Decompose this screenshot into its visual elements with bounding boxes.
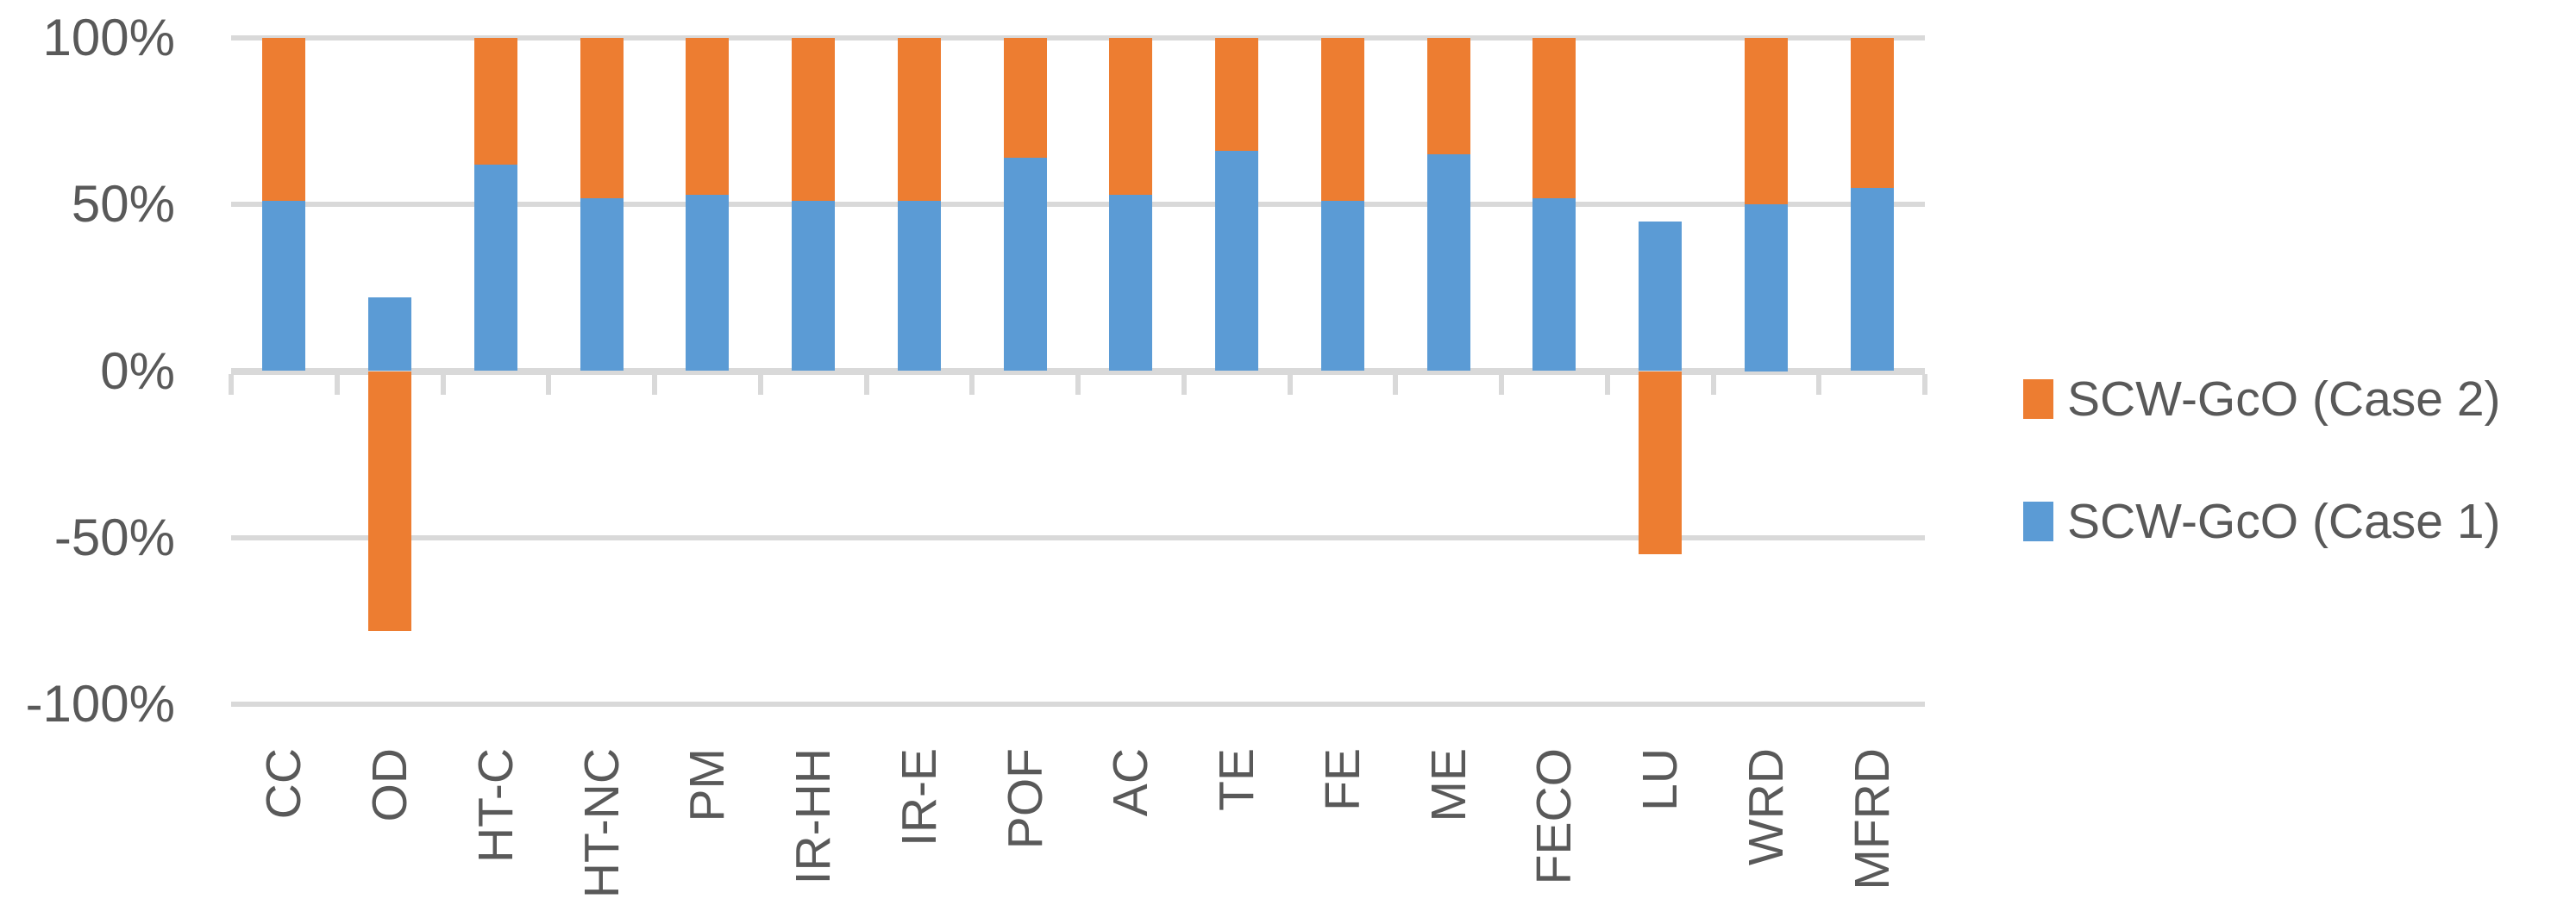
bar-segment-case1-CC	[262, 201, 306, 371]
bar-segment-case1-OD	[368, 297, 412, 371]
x-axis-tick	[863, 374, 869, 395]
bar-segment-case1-IR-E	[897, 201, 941, 371]
x-axis-tick	[1604, 374, 1610, 395]
x-axis-tick	[757, 374, 763, 395]
y-gridline	[231, 35, 1925, 41]
x-axis-category-label-HT-NC: HT-NC	[573, 748, 630, 899]
x-axis-tick	[229, 374, 234, 395]
bar-segment-case2-TE	[1215, 38, 1259, 152]
x-axis-category-label-CC: CC	[256, 748, 312, 820]
bar-segment-case1-ME	[1426, 154, 1470, 371]
bar-segment-case2-FE	[1320, 38, 1364, 202]
bar-segment-case1-MFRD	[1850, 187, 1894, 371]
x-axis-category-label-TE: TE	[1209, 748, 1265, 811]
legend-entry-case2: SCW-GcO (Case 2)	[2023, 371, 2501, 427]
x-axis-tick	[334, 374, 340, 395]
bar-segment-case1-FE	[1320, 201, 1364, 371]
y-axis-tick-label: -50%	[53, 508, 175, 566]
bar-segment-case2-LU	[1639, 371, 1683, 555]
x-axis-tick	[1499, 374, 1504, 395]
x-axis-category-label-MFRD: MFRD	[1844, 748, 1900, 890]
x-axis-tick	[546, 374, 552, 395]
x-axis-tick	[440, 374, 446, 395]
bar-segment-case2-CC	[262, 38, 306, 202]
bar-segment-case1-LU	[1639, 221, 1683, 371]
x-axis-tick	[969, 374, 975, 395]
x-axis-category-label-IR-HH: IR-HH	[786, 748, 842, 885]
bar-segment-case2-HT-C	[473, 38, 517, 165]
x-axis-tick	[652, 374, 657, 395]
bar-segment-case2-AC	[1109, 38, 1153, 195]
legend-swatch-icon	[2023, 502, 2053, 541]
y-axis-tick-label: 0%	[100, 341, 175, 400]
bar-segment-case2-POF	[1003, 38, 1047, 159]
bar-segment-case1-WRD	[1744, 204, 1788, 371]
legend-entry-case1: SCW-GcO (Case 1)	[2023, 494, 2501, 549]
x-axis-category-label-FE: FE	[1314, 748, 1370, 811]
x-axis-category-label-WRD: WRD	[1738, 748, 1794, 866]
bar-segment-case2-IR-HH	[792, 38, 836, 202]
bar-segment-case1-HT-C	[473, 164, 517, 371]
x-axis-tick	[1181, 374, 1187, 395]
x-axis-tick	[1287, 374, 1293, 395]
bar-segment-case2-WRD	[1744, 38, 1788, 205]
y-gridline	[231, 534, 1925, 540]
x-axis-tick	[1710, 374, 1716, 395]
bar-segment-case1-POF	[1003, 158, 1047, 371]
bar-segment-case2-FECO	[1532, 38, 1576, 198]
bar-segment-case1-AC	[1109, 194, 1153, 371]
x-axis-tick	[1816, 374, 1822, 395]
legend-swatch-icon	[2023, 379, 2053, 419]
legend-item-label: SCW-GcO (Case 2)	[2067, 371, 2501, 427]
x-axis-category-label-FECO: FECO	[1526, 748, 1583, 885]
x-axis-line	[231, 367, 1925, 375]
bar-segment-case1-HT-NC	[580, 197, 624, 371]
bar-segment-case2-OD	[368, 371, 412, 631]
bar-segment-case2-MFRD	[1850, 38, 1894, 188]
x-axis-category-label-OD: OD	[362, 748, 418, 822]
x-axis-tick	[1922, 374, 1927, 395]
bar-segment-case1-PM	[686, 194, 730, 371]
bar-segment-case2-PM	[686, 38, 730, 195]
x-axis-category-label-ME: ME	[1420, 748, 1476, 822]
bar-segment-case1-FECO	[1532, 197, 1576, 371]
bar-segment-case1-IR-HH	[792, 201, 836, 371]
bar-segment-case1-TE	[1215, 151, 1259, 371]
y-axis-tick-label: 100%	[42, 9, 175, 66]
x-axis-category-label-HT-C: HT-C	[467, 748, 523, 863]
x-axis-tick	[1075, 374, 1081, 395]
bar-segment-case2-IR-E	[897, 38, 941, 202]
y-gridline	[231, 202, 1925, 208]
legend-item-label: SCW-GcO (Case 1)	[2067, 494, 2501, 549]
x-axis-category-label-LU: LU	[1633, 748, 1689, 811]
bar-segment-case2-HT-NC	[580, 38, 624, 198]
x-axis-category-label-IR-E: IR-E	[891, 748, 947, 846]
x-axis-category-label-AC: AC	[1103, 748, 1159, 817]
y-axis-tick-label: -100%	[25, 675, 175, 733]
y-gridline	[231, 702, 1925, 707]
bar-segment-case2-ME	[1426, 38, 1470, 155]
x-axis-category-label-POF: POF	[997, 748, 1053, 850]
y-axis-tick-label: 50%	[71, 175, 175, 234]
x-axis-category-label-PM: PM	[680, 748, 736, 822]
x-axis-tick	[1393, 374, 1399, 395]
